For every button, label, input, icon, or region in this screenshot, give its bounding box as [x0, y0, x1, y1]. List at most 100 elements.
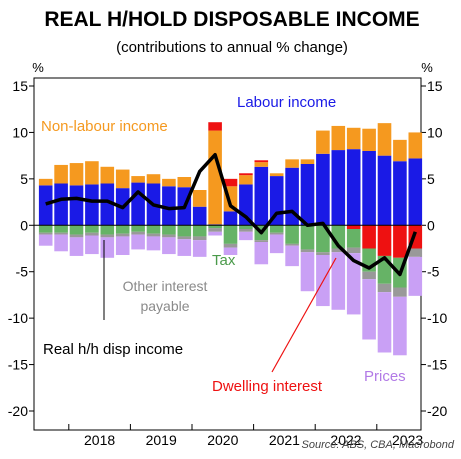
bar-tax: [38, 225, 53, 233]
bar-non-labour: [316, 130, 330, 154]
bar-dwelling: [223, 178, 238, 187]
bar-non-labour: [300, 159, 315, 164]
annotations: Labour income Non-labour income Other in…: [41, 94, 406, 395]
bar-labour: [316, 153, 330, 226]
bar-prices: [285, 245, 299, 267]
bar-labour: [69, 185, 84, 226]
bar-prices: [162, 237, 176, 255]
y-tick-label-right: -5: [427, 264, 440, 280]
bar-other-interest: [239, 229, 253, 232]
bar-non-labour: [269, 173, 284, 177]
bar-prices: [362, 279, 376, 340]
bar-prices: [393, 296, 407, 356]
bar-labour: [377, 155, 392, 226]
bar-labour: [300, 164, 315, 226]
bar-tax: [100, 225, 115, 235]
bar-non-labour: [208, 130, 222, 225]
y-tick-label-right: 15: [427, 78, 443, 94]
bar-other-interest: [162, 234, 176, 238]
bar-prices: [408, 256, 423, 296]
x-tick-label: 2023: [392, 432, 423, 448]
bar-labour: [346, 149, 361, 226]
bar-dwelling: [377, 225, 392, 256]
bar-labour: [331, 150, 346, 226]
bar-non-labour: [393, 139, 407, 162]
tax-label: Tax: [212, 252, 236, 269]
bar-non-labour: [146, 174, 161, 184]
bar-tax: [208, 225, 222, 229]
real-income-label: Real h/h disp income: [43, 341, 183, 358]
bar-other-interest: [38, 232, 53, 235]
bar-labour: [131, 182, 145, 226]
bar-prices: [377, 292, 392, 353]
bar-labour: [162, 186, 176, 226]
bar-other-interest: [192, 236, 207, 241]
bar-other-interest: [54, 232, 68, 235]
bar-prices: [38, 234, 53, 246]
bar-prices: [146, 236, 161, 251]
bar-prices: [346, 253, 361, 315]
x-tick-label: 2022: [330, 432, 361, 448]
bar-other-interest: [100, 234, 115, 238]
bar-tax: [285, 225, 299, 244]
other-interest-label-line1: Other interest: [123, 278, 208, 294]
bar-non-labour: [331, 125, 346, 151]
bar-non-labour: [408, 132, 423, 159]
y-tick-label-left: 10: [12, 124, 28, 140]
bar-dwelling: [239, 173, 253, 176]
bar-dwelling: [346, 225, 361, 229]
other-interest-label-line2: payable: [140, 298, 189, 314]
labour-income-label: Labour income: [237, 94, 336, 111]
bar-non-labour: [377, 123, 392, 156]
x-axis-labels: 2018 2019 2020 2021 2022 2023: [68, 424, 423, 448]
y-tick-label-left: -15: [8, 357, 28, 373]
bar-other-interest: [223, 243, 238, 248]
bar-tax: [269, 225, 284, 233]
bar-other-interest: [254, 240, 269, 242]
bar-labour: [254, 166, 269, 226]
y-tick-label-right: 5: [427, 171, 435, 187]
bar-prices: [300, 252, 315, 292]
bar-non-labour: [177, 177, 192, 188]
x-tick-label: 2018: [84, 432, 115, 448]
bar-tax: [177, 225, 192, 237]
bar-labour: [192, 206, 207, 226]
y-tick-label-right: 0: [427, 217, 435, 233]
bar-tax: [162, 225, 176, 235]
bar-tax: [85, 225, 99, 233]
bar-tax: [239, 225, 253, 229]
bar-non-labour: [54, 164, 68, 184]
bar-other-interest: [208, 228, 222, 232]
bar-prices: [208, 231, 222, 236]
bar-labour: [38, 185, 53, 226]
bar-tax: [346, 229, 361, 248]
bar-tax: [131, 225, 145, 232]
bar-non-labour: [100, 166, 115, 184]
y-tick-label-left: -10: [8, 310, 28, 326]
chart-subtitle: (contributions to annual % change): [116, 39, 348, 56]
bar-non-labour: [362, 128, 376, 151]
bar-dwelling: [208, 122, 222, 131]
y-tick-label-left: -20: [8, 403, 28, 419]
bar-other-interest: [346, 247, 361, 254]
bar-non-labour: [115, 169, 130, 189]
bar-other-interest: [146, 233, 161, 237]
non-labour-income-label: Non-labour income: [41, 118, 168, 135]
bar-prices: [223, 247, 238, 255]
bar-other-interest: [316, 252, 330, 255]
bar-tax: [54, 225, 68, 233]
bar-prices: [85, 235, 99, 255]
bar-tax: [146, 225, 161, 234]
bar-other-interest: [131, 231, 145, 235]
bar-other-interest: [393, 287, 407, 297]
bar-non-labour: [254, 162, 269, 167]
bar-non-labour: [285, 159, 299, 168]
bars: [38, 122, 423, 356]
bar-dwelling: [362, 225, 376, 249]
y-tick-label-right: -10: [427, 310, 447, 326]
bar-other-interest: [115, 233, 130, 237]
bar-prices: [331, 252, 346, 310]
bar-prices: [131, 234, 145, 250]
bar-non-labour: [192, 190, 207, 207]
